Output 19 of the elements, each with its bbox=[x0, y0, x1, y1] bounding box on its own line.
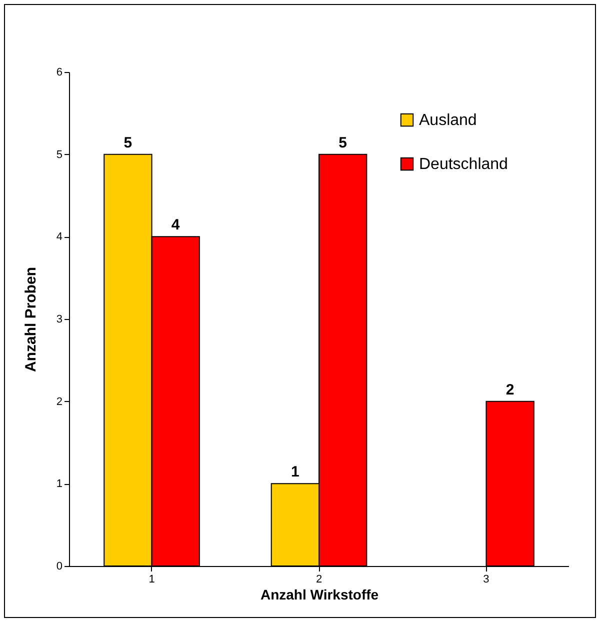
y-tick-label: 6 bbox=[56, 66, 62, 78]
x-tick-label: 2 bbox=[316, 574, 322, 586]
x-tick-label: 3 bbox=[483, 574, 490, 586]
data-label: 5 bbox=[124, 134, 132, 152]
data-label: 4 bbox=[171, 216, 180, 234]
y-tick-label: 2 bbox=[56, 396, 62, 408]
x-axis-title: Anzahl Wirkstoffe bbox=[260, 586, 379, 602]
legend-label: Deutschland bbox=[419, 156, 508, 173]
data-label: 2 bbox=[506, 381, 514, 398]
y-tick-label: 1 bbox=[56, 478, 62, 490]
legend-label: Ausland bbox=[419, 112, 477, 129]
y-tick-label: 4 bbox=[56, 231, 62, 244]
y-tick-label: 5 bbox=[56, 148, 62, 161]
y-tick-label: 3 bbox=[56, 314, 62, 326]
y-tick-label: 0 bbox=[56, 560, 62, 572]
data-label: 1 bbox=[291, 464, 300, 481]
x-tick-label: 1 bbox=[148, 574, 155, 586]
y-axis-title: Anzahl Proben bbox=[22, 266, 40, 372]
data-label: 5 bbox=[338, 134, 347, 152]
